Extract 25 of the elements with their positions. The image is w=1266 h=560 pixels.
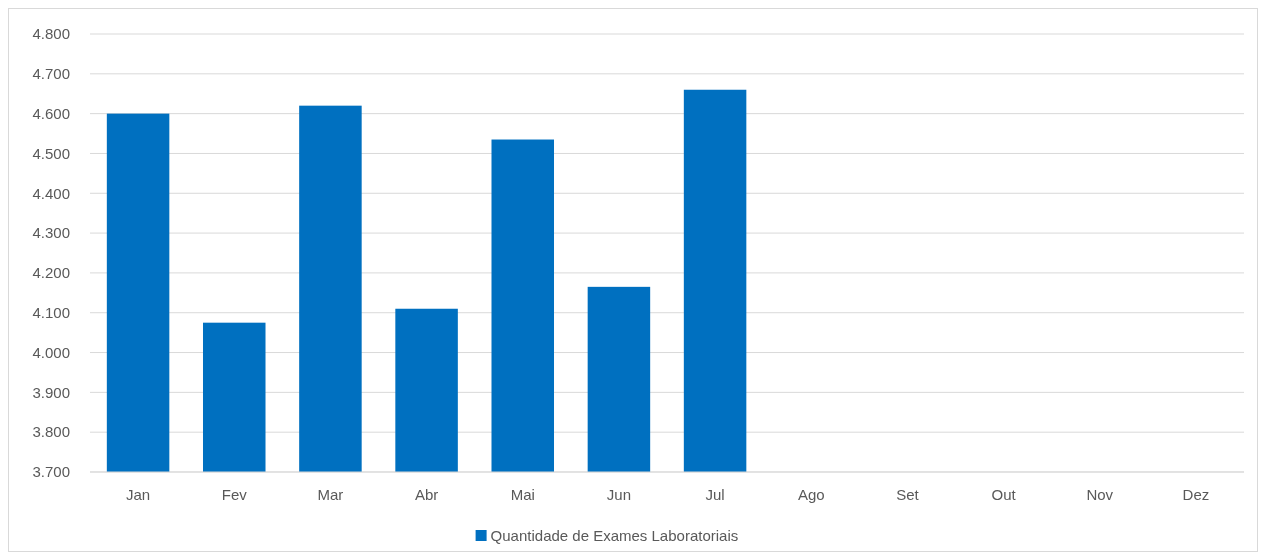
x-tick-label: Jun <box>606 486 632 503</box>
y-tick-label: 4.700 <box>32 65 70 83</box>
y-tick-label: 4.100 <box>32 303 70 321</box>
x-tick-label: Dez <box>1182 486 1210 503</box>
x-tick-label: Fev <box>221 486 248 503</box>
legend-label: Quantidade de Exames Laboratoriais <box>490 527 739 545</box>
y-tick-label: 3.900 <box>32 383 70 401</box>
x-tick-label: Out <box>991 486 1017 503</box>
x-tick-label: Abr <box>414 486 439 503</box>
x-tick-label: Mar <box>317 486 344 503</box>
x-tick-label: Nov <box>1086 486 1114 503</box>
x-tick-label: Mai <box>510 486 535 503</box>
y-tick-label: 3.700 <box>32 463 70 481</box>
y-tick-label: 3.800 <box>32 423 70 441</box>
x-tick-label: Set <box>896 486 920 503</box>
y-tick-label: 4.300 <box>32 224 70 242</box>
x-tick-label: Jul <box>705 486 725 503</box>
x-tick-label: Ago <box>797 486 825 503</box>
y-tick-label: 4.200 <box>32 264 70 282</box>
y-tick-label: 4.600 <box>32 104 70 122</box>
y-tick-label: 4.000 <box>32 343 70 361</box>
y-tick-label: 4.800 <box>32 25 70 43</box>
x-tick-label: Jan <box>125 486 151 503</box>
y-tick-label: 4.500 <box>32 144 70 162</box>
y-tick-label: 4.400 <box>32 184 70 202</box>
